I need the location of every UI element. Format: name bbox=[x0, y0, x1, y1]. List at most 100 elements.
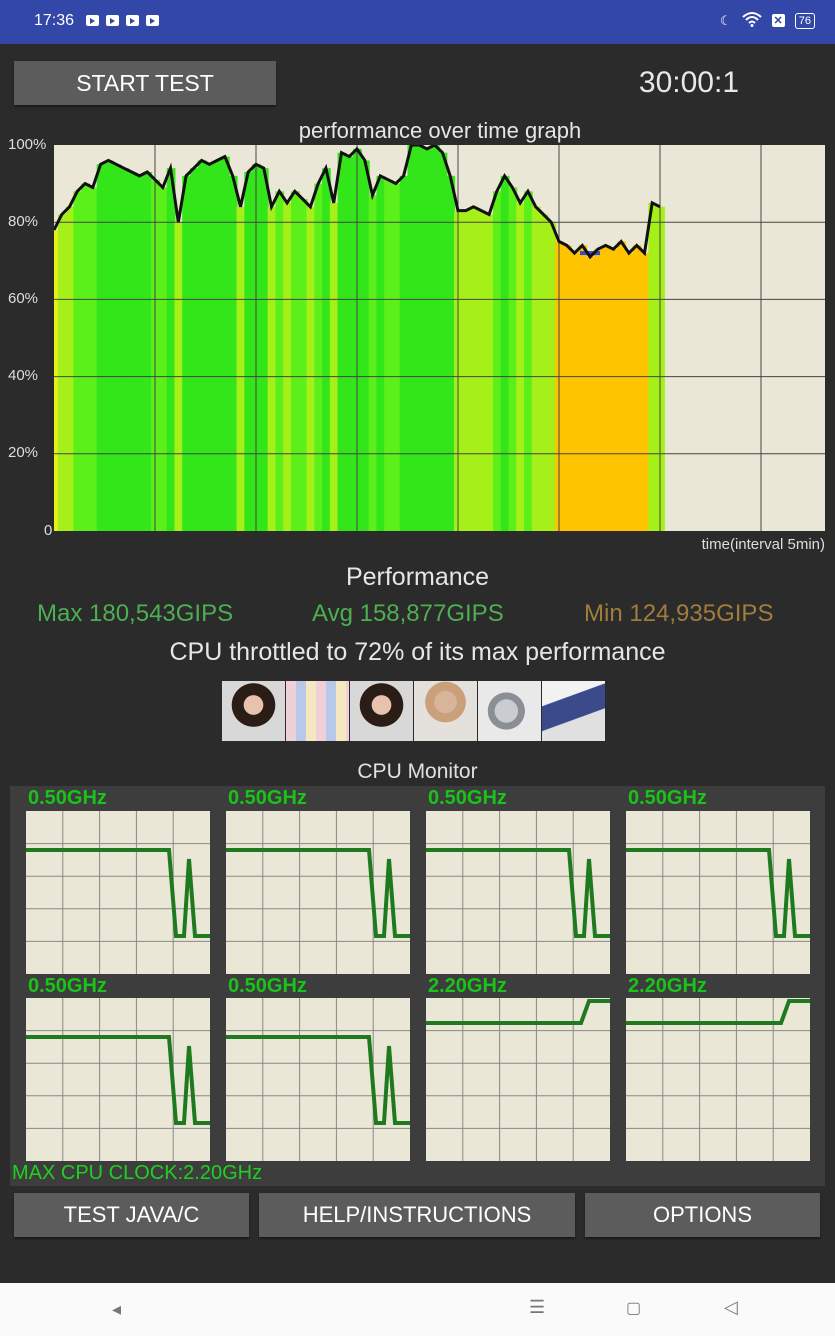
performance-bar bbox=[415, 145, 425, 531]
performance-graph-svg bbox=[52, 143, 825, 532]
performance-bar bbox=[516, 202, 526, 531]
performance-bar bbox=[423, 148, 432, 532]
cpu-core-graph bbox=[426, 998, 610, 1161]
y-tick-label: 60% bbox=[8, 290, 39, 307]
performance-bar bbox=[143, 172, 153, 531]
back-icon[interactable]: ◁ bbox=[724, 1297, 738, 1317]
performance-bar bbox=[384, 179, 393, 532]
cpu-core-frequency: 2.20GHz bbox=[628, 975, 707, 997]
help-instructions-button[interactable]: HELP/INSTRUCTIONS bbox=[259, 1193, 575, 1237]
performance-bar bbox=[166, 168, 176, 531]
performance-bar bbox=[73, 191, 83, 531]
min-performance: Min 124,935GIPS bbox=[584, 600, 774, 627]
performance-bar bbox=[205, 164, 215, 532]
back-small-icon[interactable]: ◂ bbox=[112, 1299, 122, 1319]
performance-bar bbox=[112, 164, 122, 532]
status-time: 17:36 bbox=[34, 12, 75, 29]
y-tick-label: 0 bbox=[44, 522, 53, 539]
performance-bar bbox=[632, 245, 642, 532]
ad-image[interactable] bbox=[286, 681, 349, 741]
performance-bar bbox=[298, 199, 308, 531]
performance-bar bbox=[104, 160, 114, 531]
cpu-core-frequency: 0.50GHz bbox=[228, 975, 307, 997]
performance-bar bbox=[492, 191, 502, 531]
menu-icon[interactable]: ☰ bbox=[529, 1297, 546, 1317]
cpu-core-frequency: 0.50GHz bbox=[628, 787, 707, 809]
y-tick-label: 100% bbox=[8, 136, 47, 153]
performance-bar bbox=[228, 175, 238, 531]
performance-bar bbox=[337, 152, 347, 531]
performance-bar bbox=[244, 172, 254, 531]
y-tick-label: 40% bbox=[8, 367, 39, 384]
performance-bar bbox=[158, 187, 168, 531]
status-bar: 17:36 ☾ ✕ 76 bbox=[0, 0, 835, 44]
ad-image[interactable] bbox=[222, 681, 285, 741]
cpu-monitor-title: CPU Monitor bbox=[357, 760, 478, 783]
ad-image[interactable] bbox=[414, 681, 477, 741]
notification-icon bbox=[146, 15, 159, 26]
performance-bar bbox=[290, 191, 300, 531]
performance-graph bbox=[52, 143, 825, 532]
performance-bar bbox=[570, 253, 580, 531]
cpu-core-frequency: 0.50GHz bbox=[428, 787, 507, 809]
performance-bar bbox=[609, 249, 619, 531]
performance-bar bbox=[345, 156, 355, 531]
performance-bar bbox=[531, 206, 541, 531]
ad-image[interactable] bbox=[478, 681, 541, 741]
performance-bar bbox=[524, 191, 533, 531]
performance-title: Performance bbox=[345, 563, 490, 591]
performance-bar bbox=[120, 168, 129, 531]
performance-bar bbox=[189, 168, 199, 531]
test-java-c-button[interactable]: TEST JAVA/C bbox=[14, 1193, 249, 1237]
performance-bar bbox=[508, 187, 518, 531]
performance-bar bbox=[477, 210, 487, 531]
moon-icon: ☾ bbox=[719, 12, 732, 28]
performance-bar bbox=[197, 160, 207, 531]
performance-bar bbox=[601, 245, 611, 532]
throttle-message: CPU throttled to 72% of its max performa… bbox=[169, 638, 666, 666]
ad-image[interactable] bbox=[350, 681, 413, 741]
performance-bar bbox=[640, 253, 650, 531]
options-button[interactable]: OPTIONS bbox=[585, 1193, 820, 1237]
y-tick-label: 20% bbox=[8, 444, 39, 461]
navigation-bar: ◂ ☰ ▢ ◁ bbox=[0, 1283, 835, 1336]
cpu-core-graph bbox=[426, 811, 610, 974]
start-test-button[interactable]: START TEST bbox=[14, 61, 276, 105]
cpu-core-graph bbox=[226, 998, 410, 1161]
cpu-core-frequency: 0.50GHz bbox=[28, 787, 107, 809]
cpu-core-graph bbox=[626, 998, 810, 1161]
ad-image[interactable] bbox=[542, 681, 605, 741]
performance-bar bbox=[88, 187, 98, 531]
performance-bar bbox=[267, 206, 277, 531]
ad-banner[interactable] bbox=[222, 681, 606, 741]
performance-bar bbox=[376, 175, 386, 531]
cpu-core-frequency: 0.50GHz bbox=[28, 975, 107, 997]
performance-bar bbox=[461, 210, 471, 531]
max-cpu-clock: MAX CPU CLOCK:2.20GHz bbox=[12, 1162, 263, 1184]
timer: 30:00:1 bbox=[638, 66, 739, 99]
performance-bar bbox=[96, 164, 106, 532]
cpu-core-frequency: 0.50GHz bbox=[228, 787, 307, 809]
cpu-core-graph bbox=[26, 811, 210, 974]
notification-icon bbox=[86, 15, 99, 26]
performance-bar bbox=[430, 145, 440, 531]
performance-bar bbox=[593, 249, 603, 531]
performance-bar bbox=[259, 168, 269, 531]
performance-bar bbox=[625, 253, 634, 531]
performance-bar bbox=[446, 175, 456, 531]
performance-bar bbox=[562, 245, 572, 532]
cpu-core-graph bbox=[226, 811, 410, 974]
performance-bar bbox=[127, 172, 137, 531]
performance-bar bbox=[81, 183, 90, 531]
performance-bar bbox=[322, 168, 331, 531]
performance-bar bbox=[539, 214, 549, 531]
performance-bar bbox=[213, 160, 223, 531]
wifi-icon bbox=[741, 11, 762, 30]
graph-title: performance over time graph bbox=[298, 118, 582, 143]
performance-bar bbox=[648, 202, 658, 531]
notification-icon bbox=[106, 15, 119, 26]
cpu-core-graph bbox=[626, 811, 810, 974]
sim-icon: ✕ bbox=[771, 14, 785, 27]
home-icon[interactable]: ▢ bbox=[626, 1300, 642, 1317]
performance-bar bbox=[329, 202, 339, 531]
